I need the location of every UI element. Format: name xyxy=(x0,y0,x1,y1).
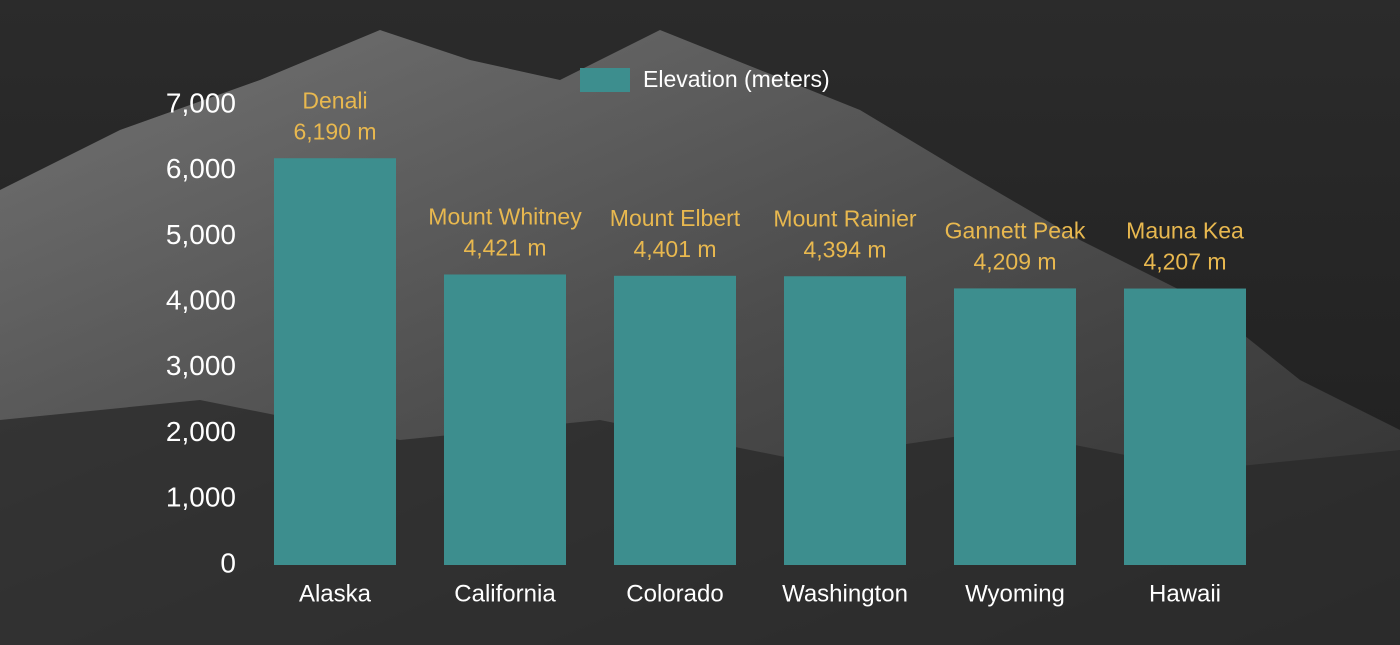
bar xyxy=(954,288,1076,565)
x-tick-label: Washington xyxy=(782,580,908,607)
y-tick-label: 4,000 xyxy=(166,285,236,316)
peak-label: Mauna Kea xyxy=(1126,218,1244,244)
bar xyxy=(614,275,736,565)
value-label: 4,394 m xyxy=(803,236,886,262)
y-tick-label: 5,000 xyxy=(166,219,236,250)
value-label: 4,209 m xyxy=(973,248,1056,274)
peak-label: Denali xyxy=(302,87,367,113)
legend-label: Elevation (meters) xyxy=(643,66,830,92)
y-tick-label: 2,000 xyxy=(166,416,236,447)
peak-label: Mount Whitney xyxy=(428,204,582,230)
peak-label: Gannett Peak xyxy=(945,217,1086,243)
x-tick-label: Alaska xyxy=(299,580,372,607)
bar xyxy=(444,274,566,565)
bar xyxy=(274,158,396,565)
y-tick-label: 7,000 xyxy=(166,87,236,118)
x-tick-label: California xyxy=(454,580,556,607)
value-label: 4,401 m xyxy=(633,236,716,262)
y-tick-label: 3,000 xyxy=(166,350,236,381)
value-label: 4,421 m xyxy=(463,235,546,261)
peak-label: Mount Rainier xyxy=(773,205,917,231)
y-tick-label: 0 xyxy=(220,547,236,578)
peak-label: Mount Elbert xyxy=(610,205,741,231)
bar xyxy=(1124,288,1246,565)
x-tick-label: Wyoming xyxy=(965,580,1065,607)
y-tick-label: 1,000 xyxy=(166,482,236,513)
value-label: 6,190 m xyxy=(293,118,376,144)
value-label: 4,207 m xyxy=(1143,249,1226,275)
x-tick-label: Hawaii xyxy=(1149,580,1221,607)
y-tick-label: 6,000 xyxy=(166,153,236,184)
x-tick-label: Colorado xyxy=(626,580,723,607)
legend-swatch xyxy=(580,68,630,92)
bar xyxy=(784,276,906,565)
